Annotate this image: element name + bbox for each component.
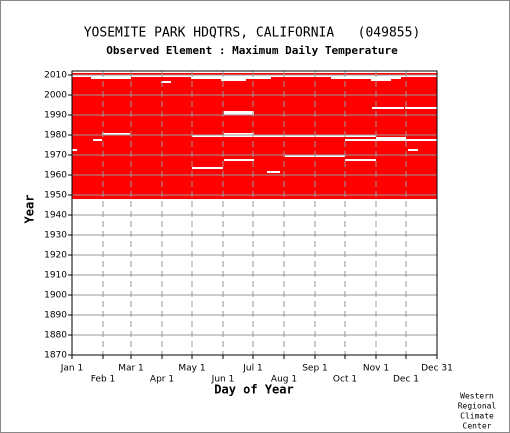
missing-data [191, 77, 271, 79]
x-tick-label: Dec 1 [393, 375, 419, 385]
missing-data [224, 133, 254, 135]
missing-data [72, 149, 77, 151]
x-tick-label: Jul 1 [242, 364, 262, 374]
missing-data [224, 111, 254, 113]
missing-data [221, 79, 246, 81]
y-tick-label: 1950 [44, 191, 67, 201]
missing-data [224, 113, 254, 115]
missing-data [102, 133, 130, 135]
y-axis-label: Year [23, 195, 37, 224]
chart-subtitle: Observed Element : Maximum Daily Tempera… [106, 44, 398, 57]
credit: Center [463, 422, 492, 431]
y-tick-label: 1980 [44, 131, 67, 141]
y-tick-label: 2010 [44, 71, 67, 81]
credit: Regional [458, 402, 497, 411]
y-tick-label: 1890 [44, 311, 67, 321]
missing-data [371, 79, 391, 81]
y-tick-label: 1990 [44, 111, 67, 121]
y-tick-label: 1940 [44, 211, 67, 221]
y-tick-label: 1880 [44, 331, 67, 341]
missing-data [345, 139, 437, 141]
missing-data [161, 81, 171, 83]
missing-data [331, 77, 401, 79]
x-tick-label: Apr 1 [150, 375, 174, 385]
missing-data [192, 167, 223, 169]
missing-data [376, 137, 406, 139]
missing-data [408, 149, 418, 151]
y-tick-label: 1920 [44, 251, 67, 261]
plot-border [71, 70, 438, 356]
x-tick-label: Feb 1 [91, 375, 116, 385]
y-tick-label: 1910 [44, 271, 67, 281]
x-tick-label: Nov 1 [363, 364, 389, 374]
x-tick-label: Sep 1 [302, 364, 328, 374]
missing-data [93, 139, 102, 141]
missing-data [72, 75, 437, 77]
y-tick-label: 1900 [44, 291, 67, 301]
missing-data [91, 77, 131, 79]
chart-title: YOSEMITE PARK HDQTRS, CALIFORNIA (049855… [84, 26, 421, 41]
y-tick-label: 1960 [44, 171, 67, 181]
missing-data [372, 107, 404, 109]
x-tick-label: Aug 1 [271, 375, 297, 385]
missing-data [405, 107, 437, 109]
x-tick-label: Mar 1 [118, 364, 144, 374]
y-tick-label: 2000 [44, 91, 67, 101]
x-axis-label: Day of Year [214, 383, 293, 397]
missing-data [345, 159, 376, 161]
x-tick-label: Jun 1 [211, 375, 235, 385]
missing-data [224, 159, 254, 161]
y-tick-label: 1970 [44, 151, 67, 161]
x-tick-label: Jan 1 [60, 364, 83, 374]
x-tick-label: Oct 1 [333, 375, 357, 385]
y-tick-label: 1930 [44, 231, 67, 241]
credit: Climate [460, 412, 494, 421]
credit: Western [460, 392, 494, 401]
y-tick-label: 1870 [44, 351, 67, 361]
x-tick-label: May 1 [178, 364, 205, 374]
x-tick-label: Dec 31 [421, 364, 453, 374]
missing-data [267, 171, 280, 173]
